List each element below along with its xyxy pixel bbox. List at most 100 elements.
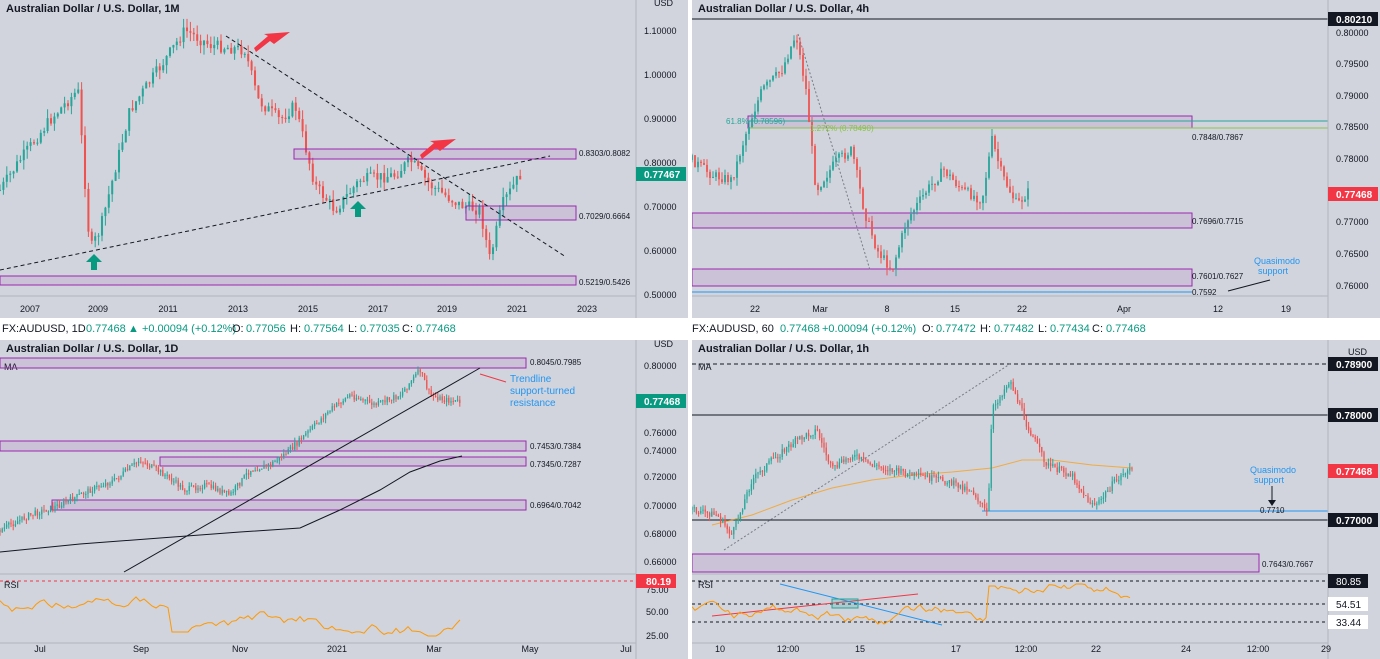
- candle: [735, 520, 737, 528]
- price-change: +0.00094 (+0.12%): [822, 323, 917, 335]
- candle: [70, 97, 73, 107]
- candle: [985, 177, 987, 196]
- time-axis[interactable]: 10 12:00 15 17 12:00 22 24 12:00 29: [715, 644, 1331, 654]
- candle: [239, 482, 241, 486]
- candle: [118, 478, 120, 480]
- candle: [90, 231, 93, 241]
- candle: [1015, 198, 1017, 200]
- price-axis[interactable]: 0.800000.780000.760000.740000.720000.700…: [644, 361, 677, 567]
- time-axis[interactable]: 2007 2009 2011 2013 2015 2017 2019 2021 2023: [20, 304, 597, 314]
- candle: [372, 172, 376, 174]
- chart-panel-1h[interactable]: Australian Dollar / U.S. Dollar, 1h MA 0…: [692, 340, 1380, 659]
- candle: [54, 505, 56, 510]
- support-zone[interactable]: [159, 456, 527, 467]
- candle: [1126, 470, 1129, 474]
- rsi-level-label: 33.44: [1336, 618, 1361, 629]
- chart-panel-monthly[interactable]: Australian Dollar / U.S. Dollar, 1M 0.83…: [0, 0, 688, 318]
- candle: [1034, 437, 1036, 439]
- candle: [761, 470, 764, 472]
- candle: [715, 514, 717, 516]
- trendline[interactable]: [123, 367, 481, 573]
- candle: [117, 149, 121, 173]
- candle: [434, 396, 437, 398]
- chart-panel-4h[interactable]: Australian Dollar / U.S. Dollar, 4h 61.8…: [692, 0, 1380, 318]
- 4h-chart-canvas[interactable]: 61.8% (0.78596) 1.272% (0.78490) 0.7848/…: [692, 0, 1380, 318]
- candle: [1093, 503, 1096, 505]
- chart-panel-daily[interactable]: Australian Dollar / U.S. Dollar, 1D MA 0…: [0, 340, 688, 659]
- candle: [359, 180, 362, 182]
- panel-divider[interactable]: [688, 0, 692, 659]
- candle: [502, 197, 505, 211]
- time-axis[interactable]: Jul Sep Nov 2021 Mar May Jul: [34, 644, 632, 654]
- candle: [22, 149, 25, 161]
- candle: [712, 176, 714, 178]
- price-axis[interactable]: 0.800000.795000.790000.785000.780000.775…: [1336, 28, 1369, 291]
- candle: [111, 180, 114, 195]
- candle: [60, 107, 63, 114]
- candle: [454, 202, 457, 206]
- resistance-zone[interactable]: [293, 148, 577, 160]
- candle: [772, 457, 775, 459]
- candle: [104, 207, 107, 217]
- support-zone-low[interactable]: [51, 499, 527, 511]
- support-zone-low[interactable]: [692, 268, 1193, 287]
- candle: [474, 210, 478, 215]
- candle: [338, 402, 340, 404]
- zone-label: 0.7345/0.7287: [530, 460, 582, 469]
- candle: [708, 512, 711, 517]
- price-tick: 1.00000: [644, 70, 677, 80]
- dotted-trend: [723, 363, 1011, 551]
- support-zone[interactable]: [465, 205, 577, 221]
- candle: [427, 177, 430, 183]
- candle: [838, 153, 840, 158]
- candle: [447, 195, 450, 201]
- candle: [151, 464, 153, 468]
- candle: [335, 402, 338, 407]
- candle: [325, 197, 328, 201]
- resistance-zone[interactable]: [0, 357, 527, 369]
- candle: [252, 470, 254, 472]
- time-tick: 12:00: [777, 644, 800, 654]
- candle: [1118, 480, 1120, 482]
- candle: [155, 465, 157, 468]
- candle: [832, 161, 834, 170]
- price-axis[interactable]: 1.10000 1.00000 0.90000 0.80000 0.70000 0.600…: [644, 26, 677, 300]
- candle: [937, 477, 940, 479]
- ascending-trendline[interactable]: [0, 155, 551, 271]
- time-tick: Jul: [620, 644, 632, 654]
- top-price-label: 0.78900: [1336, 360, 1373, 371]
- symbol-label[interactable]: FX:AUDUSD, 1D: [2, 323, 86, 335]
- 1h-chart-canvas[interactable]: MA 0.7710 0.7643/0.7667 Quasimodo support…: [692, 340, 1380, 659]
- descending-trendline[interactable]: [225, 35, 567, 258]
- candle: [748, 490, 750, 493]
- candle: [104, 483, 107, 487]
- zone-label: 0.5219/0.5426: [579, 278, 631, 287]
- chart-title: Australian Dollar / U.S. Dollar, 4h: [698, 3, 870, 15]
- support-zone[interactable]: [0, 440, 527, 452]
- time-axis[interactable]: 22 Mar 8 15 22 Apr 12 19: [750, 304, 1291, 314]
- candle: [818, 430, 821, 439]
- rsi-legend: RSI: [4, 580, 19, 590]
- candle: [882, 467, 885, 471]
- rsi-axis[interactable]: 75.00 50.00 25.00: [646, 585, 669, 641]
- candle: [925, 192, 927, 196]
- current-price-label: 0.77467: [644, 170, 681, 181]
- candle: [1019, 401, 1021, 404]
- candle-series: [692, 378, 1133, 540]
- symbol-label[interactable]: FX:AUDUSD, 60: [692, 323, 774, 335]
- support-zone-low[interactable]: [692, 553, 1260, 573]
- candle: [307, 430, 309, 434]
- candle: [97, 235, 100, 237]
- support-zone[interactable]: [692, 212, 1193, 229]
- fib-label: 1.272% (0.78490): [810, 124, 874, 133]
- support-zone-low[interactable]: [0, 275, 577, 286]
- rsi-axis[interactable]: 80.85 54.51 33.44: [1328, 574, 1368, 629]
- candle: [362, 398, 364, 401]
- candle: [928, 184, 930, 193]
- quasimodo-label: Quasimodo support: [1250, 465, 1296, 485]
- candle: [199, 40, 202, 46]
- candle: [461, 201, 464, 209]
- candle: [253, 70, 257, 86]
- daily-chart-canvas[interactable]: MA 0.8045/0.7985 0.7453/0.7384 0.7345/0.…: [0, 340, 688, 659]
- monthly-chart-canvas[interactable]: 0.8303/0.8082 0.7029/0.6664 0.5219/0.542…: [0, 0, 688, 318]
